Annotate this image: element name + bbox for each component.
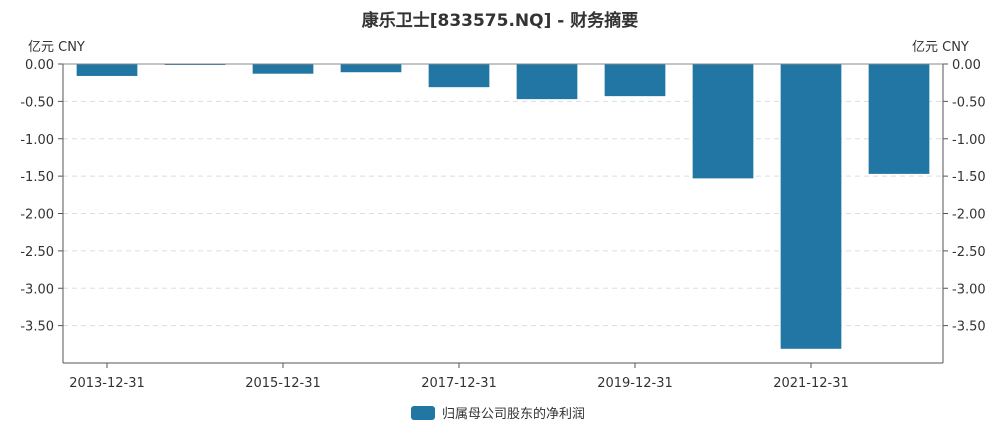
bar-2021-12-31 xyxy=(780,64,842,349)
chart-title: 康乐卫士[833575.NQ] - 财务摘要 xyxy=(362,10,639,31)
right-tick-label-3: -1.50 xyxy=(952,170,986,185)
right-tick-label-4: -2.00 xyxy=(952,208,986,223)
left-tick-label-0: 0.00 xyxy=(25,58,54,73)
bar-2020-12-31 xyxy=(692,64,754,179)
left-tick-label-1: -0.50 xyxy=(20,95,54,110)
left-tick-label-6: -3.00 xyxy=(20,282,54,297)
x-tick-label-0: 2013-12-31 xyxy=(69,376,145,391)
bar-2016-12-31 xyxy=(340,64,402,73)
bar-2017-12-31 xyxy=(428,64,490,88)
x-axis-labels: 2013-12-31 2015-12-31 2017-12-31 2019-12-31… xyxy=(69,376,849,391)
left-tick-label-5: -2.50 xyxy=(20,245,54,260)
bar-2022-12-31 xyxy=(868,64,930,174)
right-tick-label-0: 0.00 xyxy=(952,58,981,73)
bars xyxy=(76,64,930,349)
x-tick-label-1: 2015-12-31 xyxy=(245,376,321,391)
right-y-axis-labels: 0.00 -0.50 -1.00 -1.50 -2.00 -2.50 -3.00 -3.50 xyxy=(952,58,986,335)
left-axis-unit: 亿元 CNY xyxy=(28,40,85,55)
right-tick-label-6: -3.00 xyxy=(952,282,986,297)
legend[interactable]: 归属母公司股东的净利润 xyxy=(411,406,585,422)
left-y-axis-labels: 0.00 -0.50 -1.00 -1.50 -2.00 -2.50 -3.00 -3.50 xyxy=(20,58,54,335)
right-axis-unit: 亿元 CNY xyxy=(912,40,969,55)
axes xyxy=(58,63,948,368)
left-tick-label-4: -2.00 xyxy=(20,208,54,223)
x-tick-label-3: 2019-12-31 xyxy=(597,376,673,391)
right-tick-label-5: -2.50 xyxy=(952,245,986,260)
bar-2019-12-31 xyxy=(604,64,666,97)
right-tick-label-2: -1.00 xyxy=(952,133,986,148)
right-tick-label-1: -0.50 xyxy=(952,95,986,110)
bar-2013-12-31 xyxy=(76,64,138,76)
left-tick-label-7: -3.50 xyxy=(20,320,54,335)
left-tick-label-2: -1.00 xyxy=(20,133,54,148)
legend-swatch xyxy=(411,406,435,420)
bar-2015-12-31 xyxy=(252,64,314,74)
legend-label: 归属母公司股东的净利润 xyxy=(442,406,585,422)
left-tick-label-3: -1.50 xyxy=(20,170,54,185)
bar-2018-12-31 xyxy=(516,64,578,100)
x-tick-label-2: 2017-12-31 xyxy=(421,376,497,391)
x-tick-label-4: 2021-12-31 xyxy=(773,376,849,391)
right-tick-label-7: -3.50 xyxy=(952,320,986,335)
